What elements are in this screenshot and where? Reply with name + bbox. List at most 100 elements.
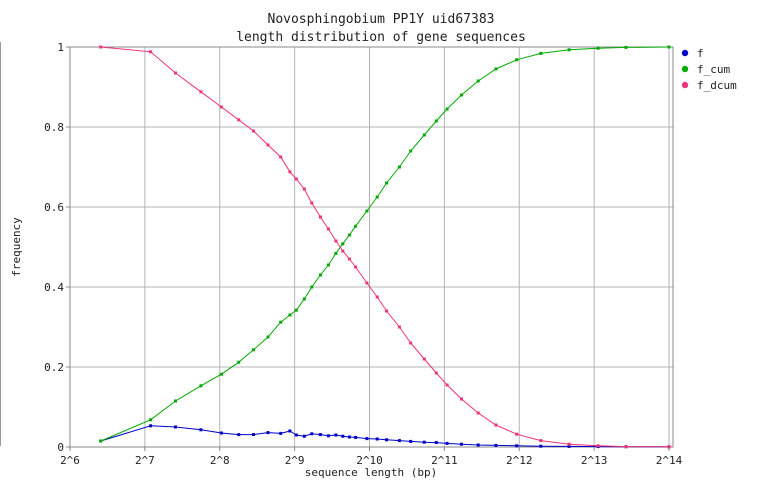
legend-label: f_dcum — [697, 79, 737, 92]
data-point — [237, 433, 241, 437]
data-point — [334, 251, 338, 255]
legend-label: f_cum — [697, 63, 730, 76]
data-point — [375, 195, 379, 199]
data-point — [375, 437, 379, 441]
series-line-f-cum — [100, 46, 670, 442]
data-point — [460, 93, 463, 97]
data-point — [354, 265, 358, 269]
data-point — [476, 443, 480, 447]
data-point — [375, 295, 379, 299]
data-point — [252, 433, 255, 437]
data-point — [302, 187, 306, 191]
data-point — [397, 325, 401, 329]
data-point — [266, 143, 270, 147]
data-point — [310, 432, 314, 436]
data-point — [409, 341, 413, 345]
data-point — [279, 320, 283, 324]
data-point — [310, 285, 314, 289]
legend: f f_cum f_dcum — [681, 47, 737, 92]
data-point — [567, 444, 571, 448]
data-point — [434, 441, 438, 445]
data-point — [199, 90, 203, 94]
data-point — [385, 438, 389, 442]
grid — [70, 46, 673, 447]
data-point — [294, 433, 298, 437]
data-point — [385, 309, 389, 313]
data-point — [237, 118, 241, 122]
data-point — [515, 444, 519, 448]
data-point — [288, 429, 292, 433]
data-point — [567, 48, 571, 52]
legend-marker — [681, 65, 689, 73]
legend-label: f — [697, 47, 704, 60]
data-point — [199, 428, 203, 432]
data-point — [149, 418, 153, 422]
data-point — [149, 424, 153, 428]
data-point — [288, 313, 292, 317]
data-point — [219, 105, 223, 109]
data-point — [596, 444, 600, 448]
data-point — [219, 431, 223, 435]
data-point — [302, 297, 306, 301]
data-point — [266, 431, 270, 435]
data-point — [476, 79, 480, 83]
legend-marker — [681, 49, 689, 57]
data-point — [341, 249, 345, 253]
data-point — [434, 119, 438, 123]
data-point — [385, 181, 389, 185]
data-point — [624, 45, 628, 49]
data-point — [409, 439, 413, 443]
data-point — [326, 263, 330, 267]
data-point — [354, 435, 358, 439]
legend-marker — [681, 81, 689, 89]
data-point — [326, 227, 330, 231]
data-point — [334, 433, 338, 437]
data-point — [266, 335, 270, 339]
data-point — [494, 443, 498, 447]
x-tick-label: 2^14 — [656, 454, 683, 467]
data-point — [326, 434, 330, 438]
data-point — [341, 242, 345, 246]
data-point — [252, 129, 255, 133]
data-point — [515, 432, 519, 436]
plot-area-frame — [69, 46, 674, 448]
chart-subtitle: length distribution of gene sequences — [236, 30, 526, 45]
data-point — [310, 201, 314, 205]
data-point — [99, 45, 103, 49]
data-point — [397, 165, 401, 169]
data-point — [596, 46, 600, 50]
data-point — [288, 170, 292, 174]
data-point — [318, 433, 322, 437]
x-axis-ticks: 2^6 2^7 2^8 2^9 2^10 2^11 2^12 2^13 2^14 — [60, 447, 683, 467]
data-point — [422, 440, 426, 444]
data-point — [539, 444, 543, 448]
x-axis-label: sequence length (bp) — [305, 466, 437, 479]
series-line-f-dcum — [100, 46, 670, 448]
data-point — [460, 442, 463, 446]
data-point — [341, 434, 345, 438]
data-point — [252, 348, 255, 352]
data-point — [445, 107, 449, 111]
data-point — [445, 441, 449, 445]
data-point — [624, 445, 628, 449]
y-axis-ticks: 0 0.2 0.4 0.6 0.8 1 — [44, 41, 70, 454]
data-point — [199, 384, 203, 388]
data-point — [347, 435, 351, 439]
data-point — [347, 233, 351, 237]
data-point — [365, 437, 369, 441]
data-point — [667, 45, 671, 49]
data-point — [354, 224, 358, 228]
x-tick-label: 2^7 — [135, 454, 155, 467]
data-point — [539, 51, 543, 55]
data-point — [237, 360, 241, 364]
data-point — [445, 383, 449, 387]
data-point — [460, 397, 463, 401]
data-point — [302, 434, 306, 438]
data-point — [347, 257, 351, 261]
data-point — [294, 177, 298, 181]
x-tick-label: 2^6 — [60, 454, 80, 467]
data-point — [567, 442, 571, 446]
data-point — [476, 411, 480, 415]
y-tick-label: 0.2 — [44, 361, 64, 374]
y-axis-label: frequency — [10, 217, 23, 277]
